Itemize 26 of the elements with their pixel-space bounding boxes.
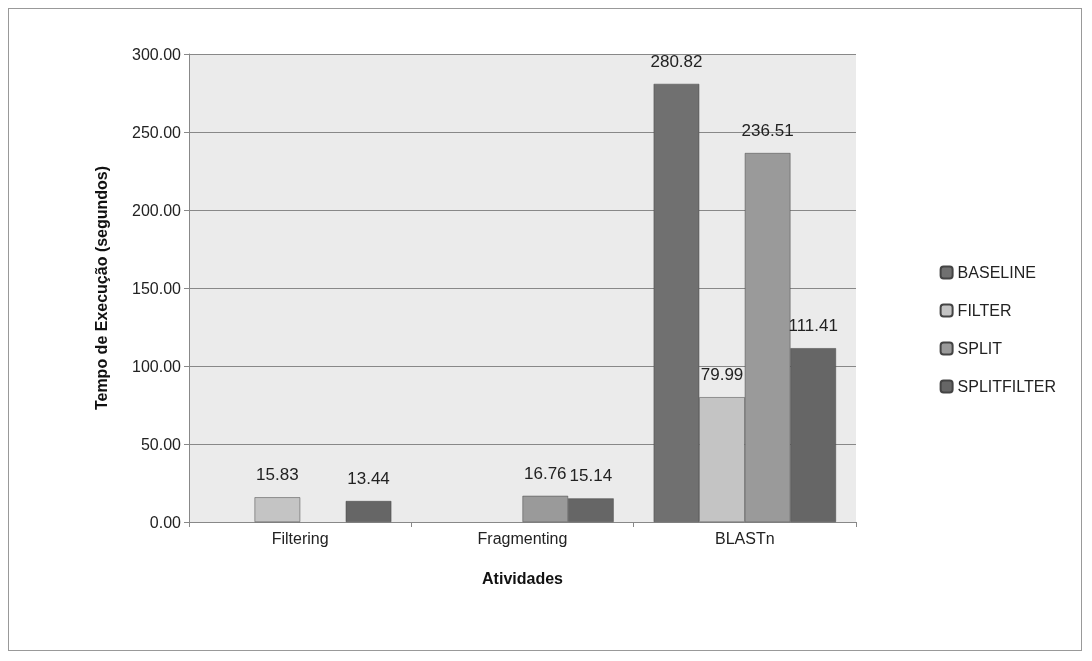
data-label: 111.41 xyxy=(788,316,838,336)
y-tick-label: 0.00 xyxy=(149,513,182,531)
bar xyxy=(254,497,301,522)
y-tick-label: 50.00 xyxy=(140,435,182,453)
x-tick-label: Fragmenting xyxy=(477,529,568,547)
data-label: 236.51 xyxy=(741,121,794,141)
legend-label: SPLITFILTER xyxy=(957,378,1056,395)
y-tick-label: 150.00 xyxy=(132,279,182,297)
data-label: 280.82 xyxy=(650,51,703,71)
data-label: 13.44 xyxy=(347,469,390,489)
data-label: 79.99 xyxy=(700,365,744,385)
legend-label: SPLIT xyxy=(957,340,1003,357)
y-tick-label: 100.00 xyxy=(132,357,182,375)
data-label: 16.76 xyxy=(524,463,567,483)
data-label: 15.14 xyxy=(569,466,613,486)
x-tick-label: Filtering xyxy=(271,529,329,547)
y-tick-label: 250.00 xyxy=(132,123,182,141)
bar xyxy=(345,501,392,522)
y-tick-label: 200.00 xyxy=(132,201,182,219)
x-axis-title: Atividades xyxy=(482,569,564,587)
legend-label: FILTER xyxy=(957,302,1012,319)
x-tick-label: BLASTn xyxy=(715,529,775,547)
y-tick-label: 300.00 xyxy=(132,45,182,63)
legend-label: BASELINE xyxy=(957,264,1036,281)
y-axis-title: Tempo de Execução (segundos) xyxy=(92,165,110,411)
data-label: 15.83 xyxy=(256,465,299,485)
